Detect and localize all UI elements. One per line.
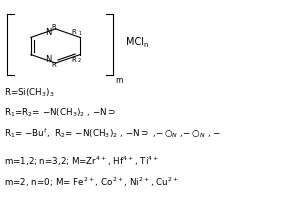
Text: R$_1$= $-$Bu$^t$,  R$_2$= $-$N(CH$_3$)$_2$ , $-$N$\supset$ ,$-\bigcirc_{\!\!N}$ : R$_1$= $-$Bu$^t$, R$_2$= $-$N(CH$_3$)$_2…: [4, 126, 222, 140]
Text: MCl: MCl: [126, 37, 144, 47]
Text: m=1,2; n=3,2; M=Zr$^{4+}$, Hf$^{4+}$, Ti$^{4+}$: m=1,2; n=3,2; M=Zr$^{4+}$, Hf$^{4+}$, Ti…: [4, 154, 160, 168]
Text: N: N: [45, 55, 52, 64]
Text: R: R: [52, 24, 56, 30]
Text: R=Si(CH$_3$)$_3$: R=Si(CH$_3$)$_3$: [4, 87, 55, 99]
Text: R$_1$=R$_2$= $-$N(CH$_3$)$_2$ , $-$N$\supset$: R$_1$=R$_2$= $-$N(CH$_3$)$_2$ , $-$N$\su…: [4, 107, 117, 119]
Text: n: n: [143, 42, 148, 48]
Text: 1: 1: [78, 31, 81, 36]
Text: m: m: [115, 76, 122, 85]
Text: 2: 2: [78, 58, 81, 63]
Text: R: R: [72, 29, 76, 35]
Text: R: R: [72, 57, 76, 63]
Text: N: N: [45, 28, 52, 37]
Text: R: R: [52, 62, 56, 68]
Text: m=2, n=0; M= Fe$^{2+}$, Co$^{2+}$, Ni$^{2+}$, Cu$^{2+}$: m=2, n=0; M= Fe$^{2+}$, Co$^{2+}$, Ni$^{…: [4, 175, 179, 189]
